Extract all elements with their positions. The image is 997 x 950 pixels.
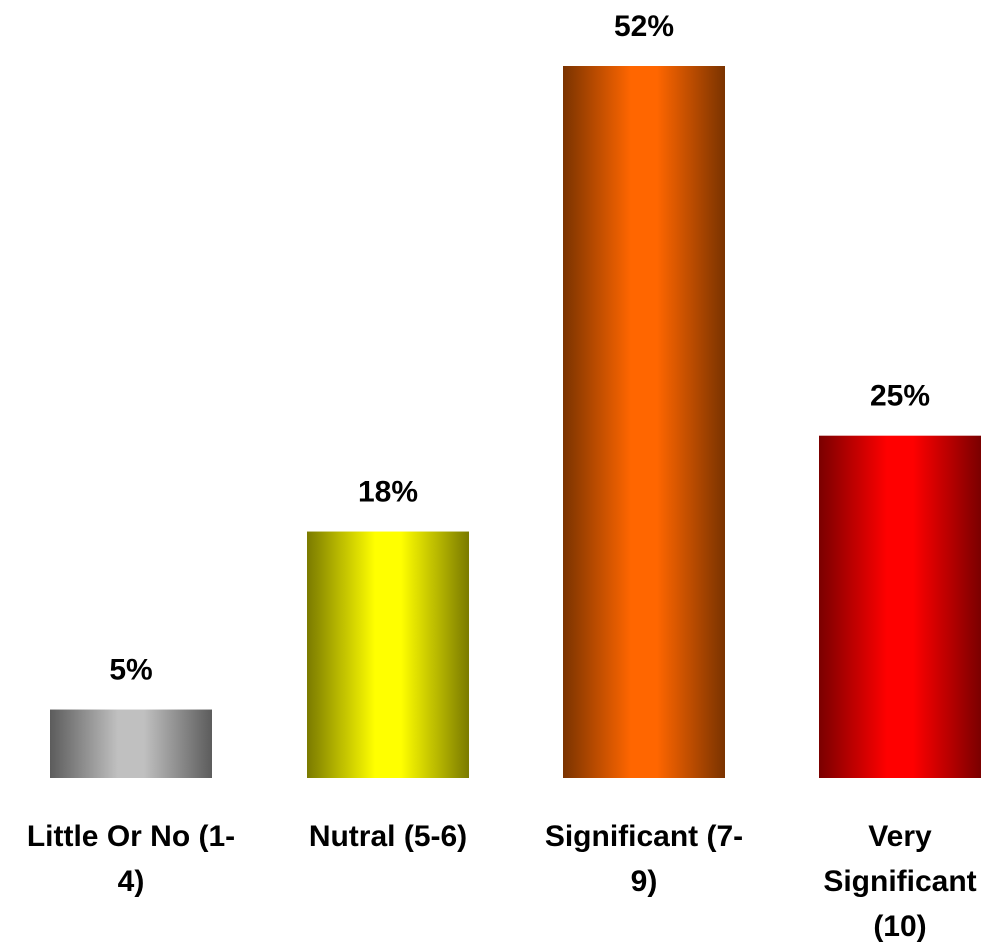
category-label-line: 9)	[631, 865, 658, 898]
value-label-1: 18%	[358, 476, 418, 509]
category-label-line: Significant (7-	[545, 820, 743, 853]
bar-1	[307, 531, 469, 778]
category-labels-group: Little Or No (1- 4) Nutral (5-6) Significan…	[27, 820, 977, 943]
category-label-1: Nutral (5-6)	[309, 820, 467, 853]
category-label-0: Little Or No (1- 4)	[27, 820, 235, 898]
bar-3	[819, 435, 981, 778]
category-label-line: Very	[868, 820, 932, 853]
bars-group	[50, 66, 981, 778]
category-label-2: Significant (7- 9)	[545, 820, 743, 898]
value-label-0: 5%	[109, 654, 152, 687]
category-label-line: Little Or No (1-	[27, 820, 235, 853]
category-label-3: Very Significant (10)	[823, 820, 976, 943]
category-label-line: Nutral (5-6)	[309, 820, 467, 853]
category-label-line: Significant	[823, 865, 976, 898]
bar-2	[563, 66, 725, 778]
category-label-line: (10)	[873, 910, 926, 943]
value-label-3: 25%	[870, 380, 930, 413]
value-label-2: 52%	[614, 10, 674, 43]
category-label-line: 4)	[118, 865, 145, 898]
bar-0	[50, 709, 212, 778]
value-labels-group: 5% 18% 52% 25%	[109, 10, 930, 687]
